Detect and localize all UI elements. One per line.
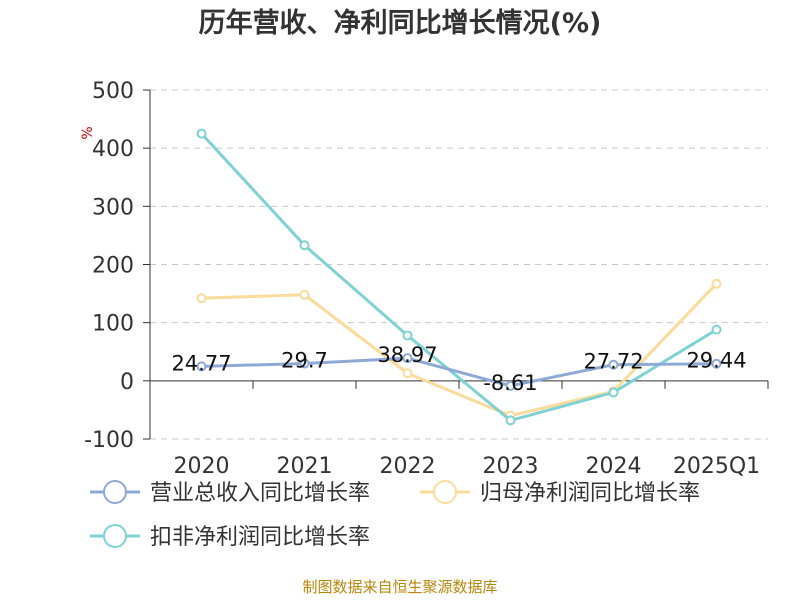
series-2-point-1 bbox=[299, 240, 310, 251]
data-label-0-5: 29.44 bbox=[686, 349, 746, 373]
series-1-point-0 bbox=[196, 293, 207, 304]
y-tick-label-5: 0 bbox=[120, 370, 134, 395]
series-1-point-5 bbox=[711, 278, 722, 289]
source-note: 制图数据来自恒生聚源数据库 bbox=[302, 578, 497, 596]
legend-item-1[interactable]: 归母净利润同比增长率 bbox=[420, 480, 700, 506]
legend-swatch-marker-2 bbox=[103, 524, 127, 548]
x-tick-label-5: 2025Q1 bbox=[673, 454, 760, 479]
x-tick-labels: 2020 2021 2022 2023 2024 2025Q1 bbox=[174, 454, 761, 479]
x-tick-label-2: 2022 bbox=[380, 454, 436, 479]
chart-title: 历年营收、净利同比增长情况(%) bbox=[199, 7, 602, 39]
series-0-point-1 bbox=[299, 358, 310, 369]
data-label-0-1: 29.7 bbox=[281, 349, 328, 373]
y-tick-label-2: 300 bbox=[92, 195, 134, 220]
series-0-point-0 bbox=[196, 361, 207, 372]
data-label-0-4: 27.72 bbox=[583, 350, 643, 374]
legend-label-1: 归母净利润同比增长率 bbox=[480, 481, 700, 506]
x-tick-label-4: 2024 bbox=[586, 454, 642, 479]
series-lines bbox=[196, 128, 722, 426]
y-tick-label-3: 200 bbox=[92, 254, 134, 279]
series-line-0 bbox=[201, 356, 717, 388]
data-labels: 24.77 29.7 38.97 -8.61 27.72 29.44 bbox=[171, 343, 746, 395]
series-1-point-1 bbox=[299, 289, 310, 300]
data-label-0-0: 24.77 bbox=[171, 351, 231, 375]
legend-swatch-marker-1 bbox=[433, 480, 457, 504]
x-tick-label-1: 2021 bbox=[277, 454, 333, 479]
series-0-point-4 bbox=[608, 359, 619, 370]
y-tick-label-4: 100 bbox=[92, 312, 134, 337]
legend-item-0[interactable]: 营业总收入同比增长率 bbox=[90, 480, 370, 506]
legend-label-2: 扣非净利润同比增长率 bbox=[150, 525, 370, 550]
y-axis-unit: % bbox=[80, 126, 96, 139]
series-1-point-2 bbox=[402, 368, 413, 379]
series-2-point-2 bbox=[402, 330, 413, 341]
legend-item-2[interactable]: 扣非净利润同比增长率 bbox=[90, 524, 370, 550]
series-2-point-4 bbox=[608, 387, 619, 398]
y-tick-label-1: 400 bbox=[92, 137, 134, 162]
gridlines bbox=[150, 89, 768, 440]
series-line-2 bbox=[200, 132, 718, 422]
axes bbox=[143, 89, 769, 440]
y-tick-label-0: 500 bbox=[92, 79, 134, 104]
y-tick-labels: 500 400 300 200 100 0 -100 bbox=[84, 79, 134, 453]
series-2-point-0 bbox=[196, 128, 207, 139]
y-tick-label-6: -100 bbox=[84, 428, 134, 453]
x-tick-label-3: 2023 bbox=[483, 454, 539, 479]
data-label-0-2: 38.97 bbox=[377, 343, 437, 367]
legend-swatch-marker-0 bbox=[103, 480, 127, 504]
series-0-point-5 bbox=[711, 358, 722, 369]
series-0-point-3 bbox=[505, 380, 516, 391]
legend-label-0: 营业总收入同比增长率 bbox=[150, 481, 370, 506]
data-label-0-3: -8.61 bbox=[483, 371, 537, 395]
series-0-point-2 bbox=[402, 353, 413, 364]
series-line-1 bbox=[201, 282, 718, 418]
x-tick-label-0: 2020 bbox=[174, 454, 230, 479]
series-2-point-5 bbox=[711, 324, 722, 335]
series-2-point-3 bbox=[505, 415, 516, 426]
